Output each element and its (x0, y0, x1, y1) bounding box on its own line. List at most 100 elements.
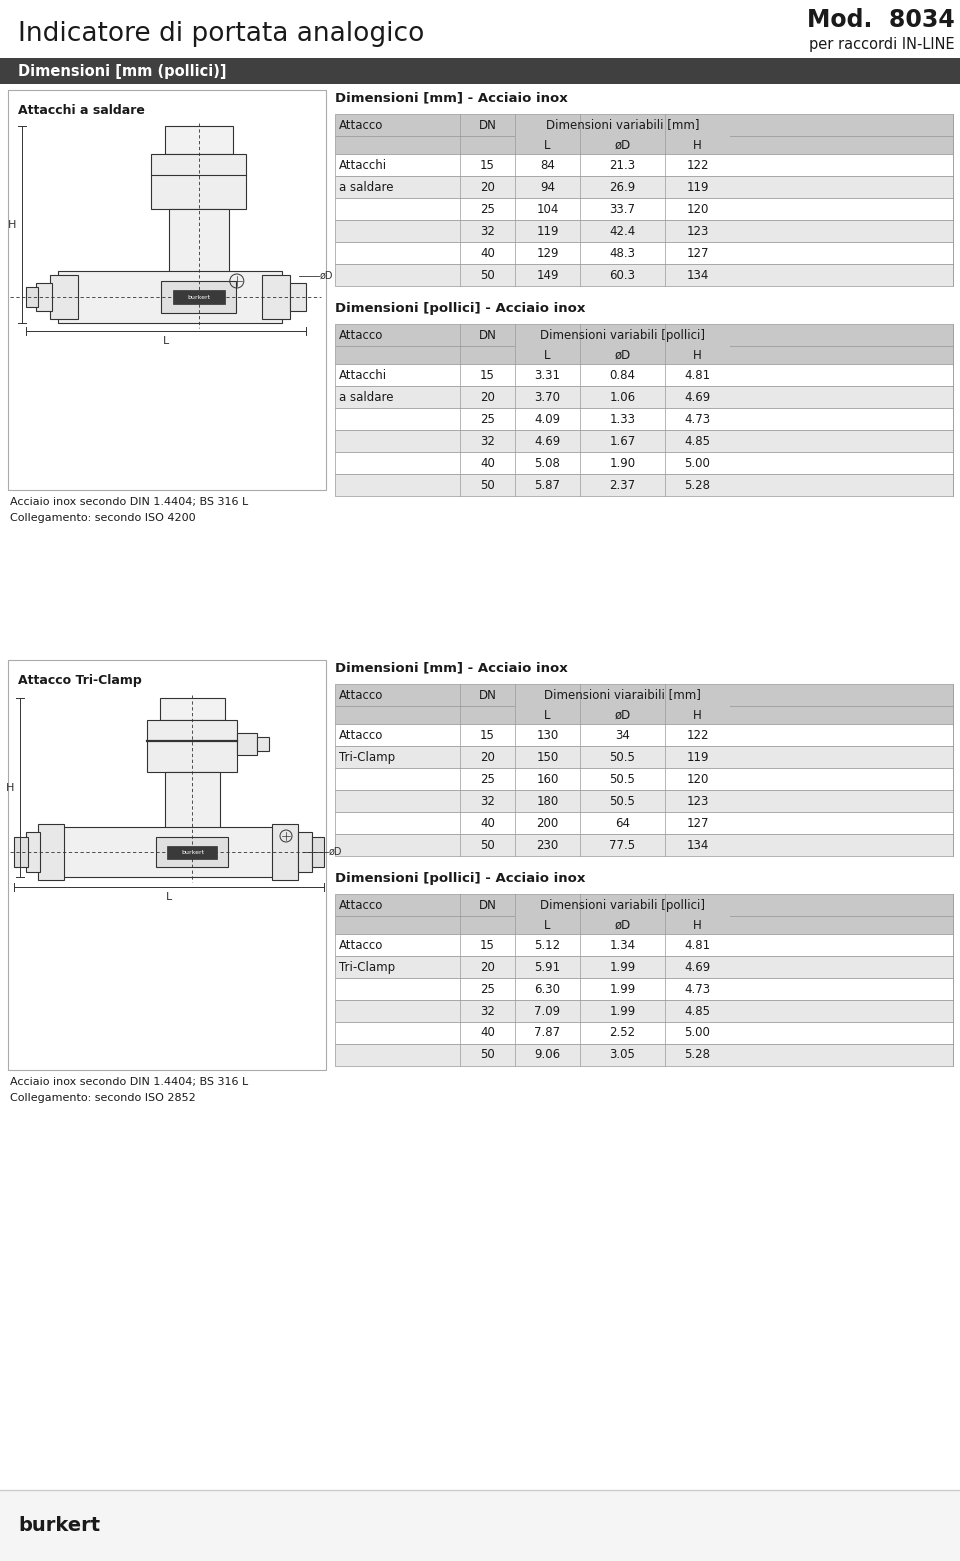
Bar (515, 136, 580, 155)
Text: 5.08: 5.08 (535, 456, 561, 470)
Text: 1.06: 1.06 (610, 390, 636, 403)
Text: 230: 230 (537, 838, 559, 851)
Text: Dimensioni [mm] - Acciaio inox: Dimensioni [mm] - Acciaio inox (335, 662, 567, 674)
Text: 1.99: 1.99 (610, 960, 636, 974)
Text: 5.87: 5.87 (535, 479, 561, 492)
Text: 129: 129 (537, 247, 559, 259)
Text: burkert: burkert (187, 295, 210, 300)
Text: 26.9: 26.9 (610, 181, 636, 194)
Text: 4.09: 4.09 (535, 412, 561, 426)
Bar (580, 347, 665, 364)
Text: 25: 25 (480, 203, 495, 215)
Text: burkert: burkert (18, 1516, 100, 1534)
Text: per raccordi IN-LINE: per raccordi IN-LINE (809, 36, 955, 52)
Text: 5.28: 5.28 (684, 1049, 710, 1061)
Text: 104: 104 (537, 203, 559, 215)
Bar (335, 386, 953, 407)
Text: 1.67: 1.67 (610, 434, 636, 448)
Text: Attacco: Attacco (339, 119, 383, 131)
Text: Attacco Tri-Clamp: Attacco Tri-Clamp (18, 673, 142, 687)
Bar (665, 136, 730, 155)
Text: 20: 20 (480, 390, 495, 403)
Text: Dimensioni [mm] - Acciaio inox: Dimensioni [mm] - Acciaio inox (335, 92, 567, 105)
Text: 1.90: 1.90 (610, 456, 636, 470)
Text: 15: 15 (480, 368, 495, 381)
Text: 120: 120 (686, 773, 708, 785)
Bar (14, 837, 28, 866)
Text: DN: DN (479, 688, 496, 701)
Bar (335, 475, 953, 496)
Text: DN: DN (479, 119, 496, 131)
Text: 40: 40 (480, 1027, 495, 1040)
Bar (335, 325, 953, 347)
Bar (335, 768, 953, 790)
Text: Dimensioni [pollici] - Acciaio inox: Dimensioni [pollici] - Acciaio inox (335, 871, 586, 885)
Bar (272, 824, 298, 880)
Bar (580, 916, 665, 933)
Text: 50: 50 (480, 268, 494, 281)
Text: 160: 160 (537, 773, 559, 785)
Text: øD: øD (614, 348, 631, 362)
Text: 5.12: 5.12 (535, 938, 561, 952)
Text: Acciaio inox secondo DIN 1.4404; BS 316 L: Acciaio inox secondo DIN 1.4404; BS 316 … (10, 496, 249, 507)
Text: L: L (166, 891, 172, 902)
Text: 149: 149 (537, 268, 559, 281)
Text: L: L (544, 348, 551, 362)
Text: 5.00: 5.00 (684, 456, 710, 470)
Text: H: H (693, 139, 702, 151)
Bar (148, 720, 237, 773)
Bar (298, 832, 312, 873)
Text: 15: 15 (480, 159, 495, 172)
Text: H: H (8, 220, 16, 229)
Text: 50: 50 (480, 838, 494, 851)
Text: Attacco: Attacco (339, 328, 383, 342)
Bar (580, 706, 665, 724)
Bar (665, 347, 730, 364)
Bar (335, 1044, 953, 1066)
Bar (335, 916, 953, 933)
Bar (169, 209, 228, 279)
Bar (665, 706, 730, 724)
Text: 5.00: 5.00 (684, 1027, 710, 1040)
Text: 120: 120 (686, 203, 708, 215)
Text: 4.73: 4.73 (684, 412, 710, 426)
Text: 32: 32 (480, 434, 495, 448)
Bar (335, 407, 953, 429)
Text: 32: 32 (480, 795, 495, 807)
Text: 5.28: 5.28 (684, 479, 710, 492)
Bar (515, 347, 580, 364)
Bar (257, 737, 270, 751)
Bar (167, 846, 217, 859)
Text: DN: DN (479, 899, 496, 912)
Text: H: H (6, 782, 14, 793)
Text: øD: øD (614, 709, 631, 721)
Bar (173, 290, 225, 304)
Text: Dimensioni variabili [pollici]: Dimensioni variabili [pollici] (540, 899, 705, 912)
Bar (335, 684, 953, 706)
Bar (335, 264, 953, 286)
Text: 32: 32 (480, 1004, 495, 1018)
Bar (335, 114, 953, 136)
Bar (335, 155, 953, 176)
Text: Tri-Clamp: Tri-Clamp (339, 960, 396, 974)
Bar (335, 1001, 953, 1022)
Text: 150: 150 (537, 751, 559, 763)
Text: 25: 25 (480, 412, 495, 426)
Bar (335, 979, 953, 1001)
Text: 134: 134 (686, 268, 708, 281)
Text: L: L (544, 918, 551, 932)
Text: 2.52: 2.52 (610, 1027, 636, 1040)
Text: Attacco: Attacco (339, 729, 383, 741)
Text: Tri-Clamp: Tri-Clamp (339, 751, 396, 763)
Bar (237, 734, 257, 756)
Bar (8, 91, 326, 490)
Text: Attacco: Attacco (339, 688, 383, 701)
Bar (335, 220, 953, 242)
Text: Attacchi: Attacchi (339, 368, 387, 381)
Text: 1.99: 1.99 (610, 1004, 636, 1018)
Text: 15: 15 (480, 729, 495, 741)
Bar (515, 916, 580, 933)
Text: 48.3: 48.3 (610, 247, 636, 259)
Text: 94: 94 (540, 181, 555, 194)
Bar (26, 287, 38, 308)
